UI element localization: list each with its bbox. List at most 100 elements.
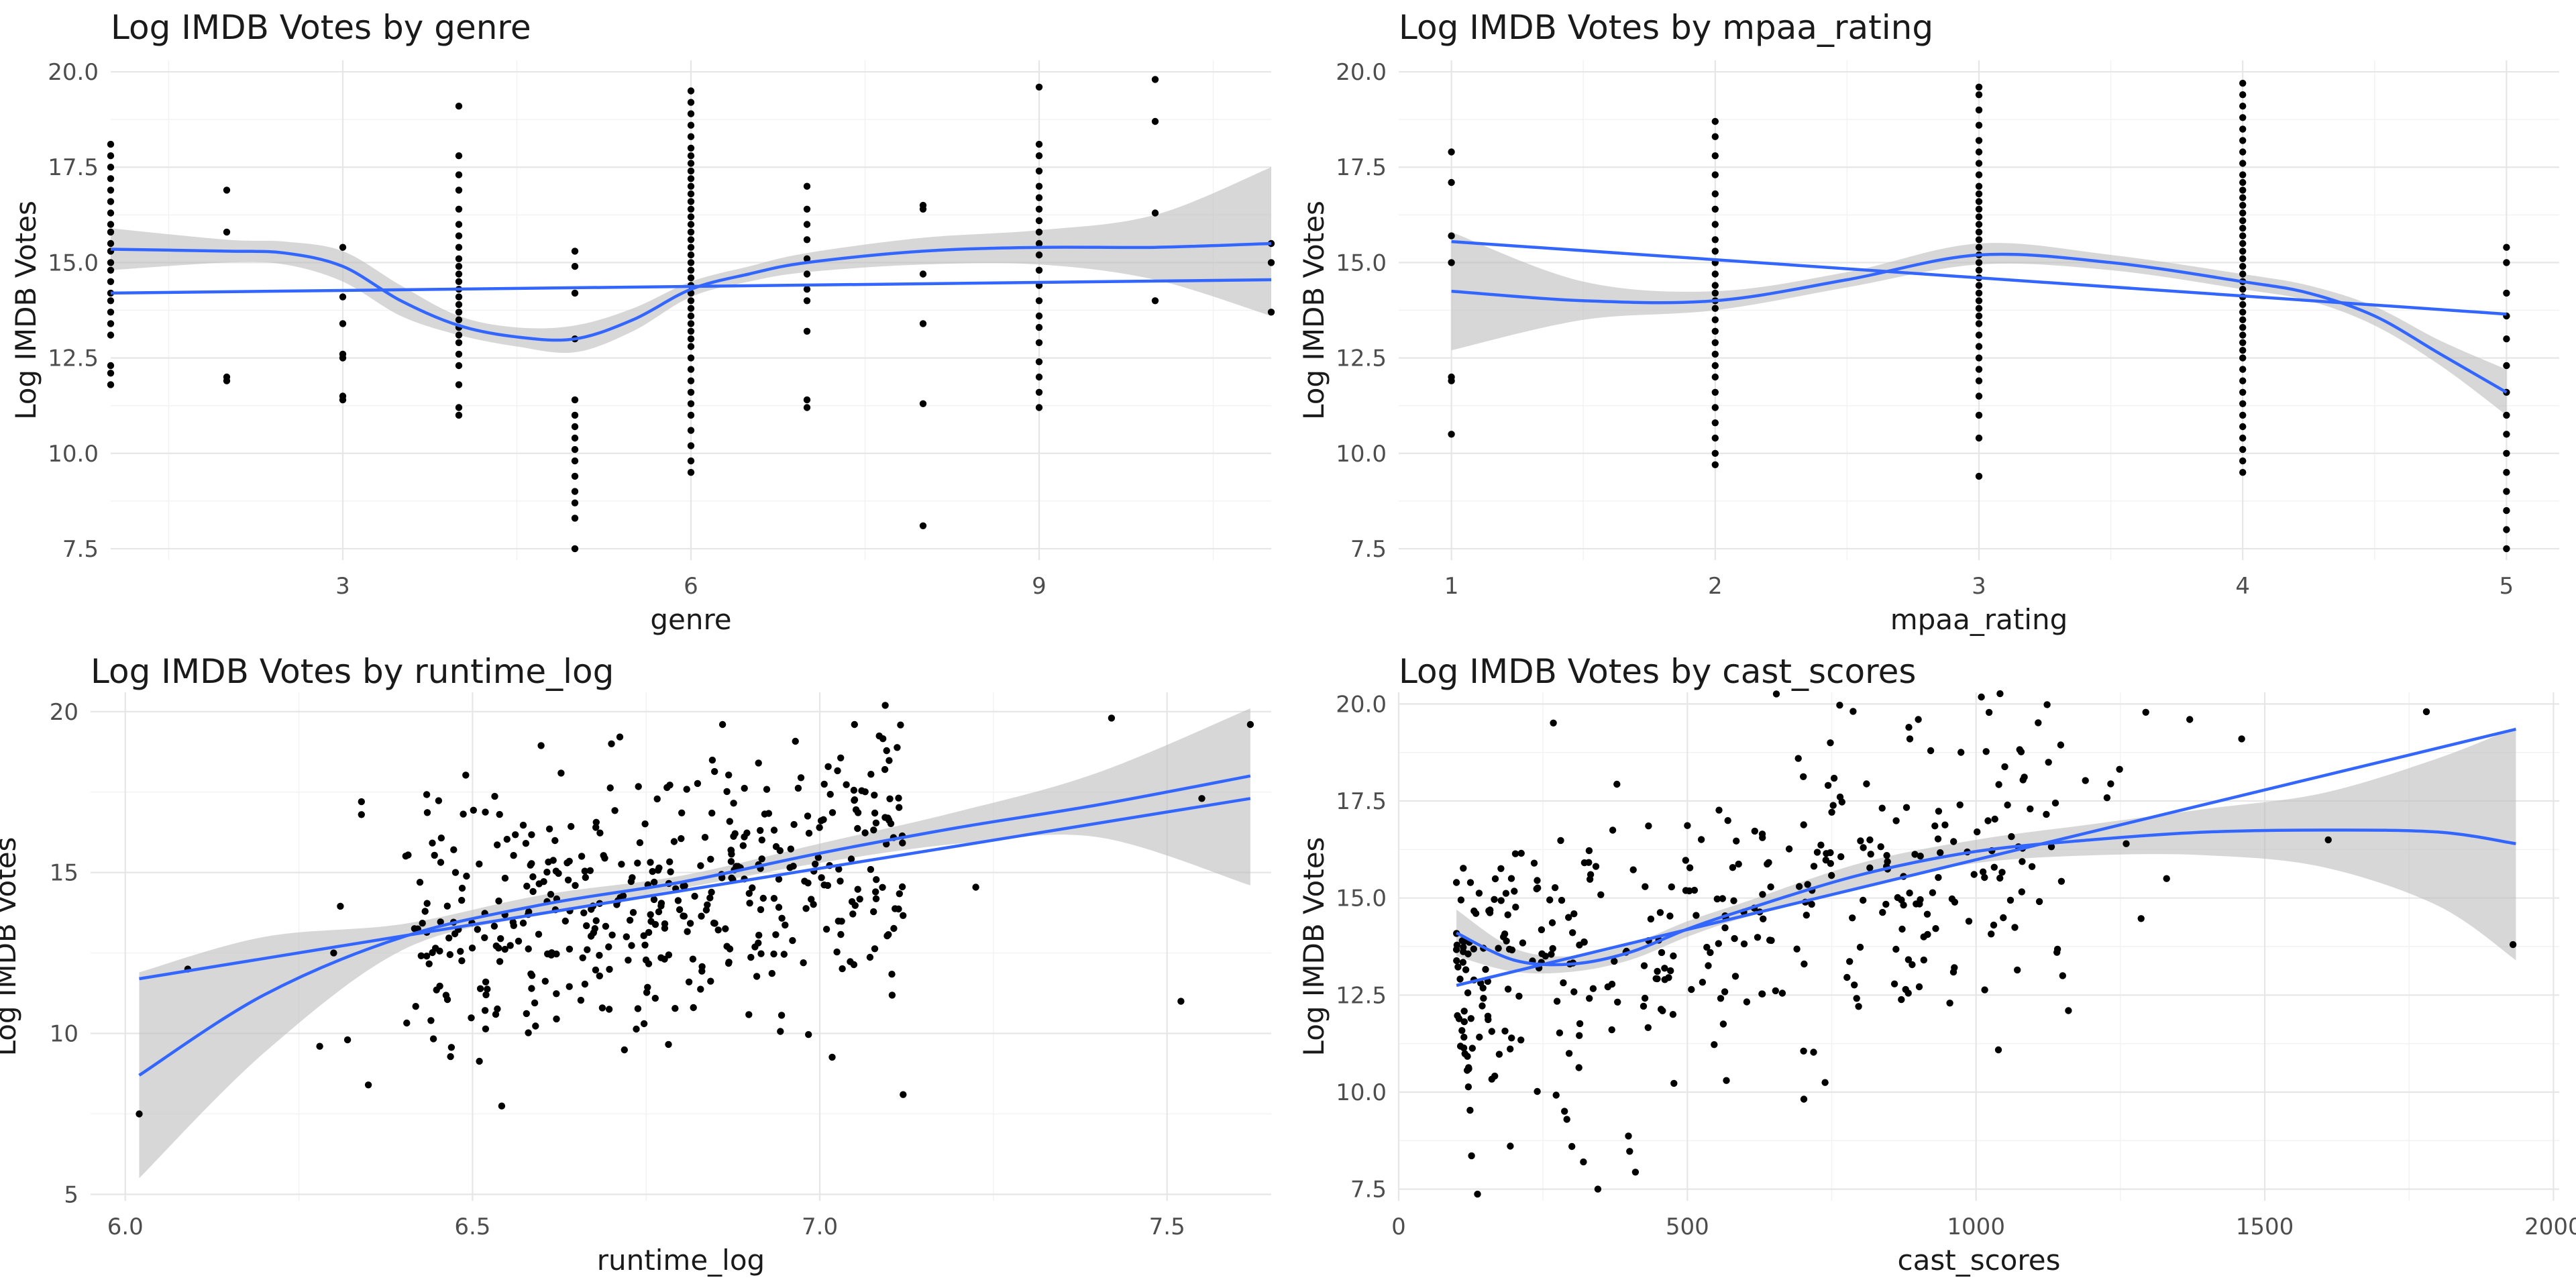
data-point [687, 366, 695, 373]
data-point [1979, 868, 1987, 875]
data-point [568, 822, 575, 830]
data-point [1654, 967, 1661, 975]
data-point [1975, 297, 1983, 305]
data-point [2045, 759, 2052, 766]
data-point [2239, 125, 2247, 133]
data-point [706, 894, 714, 902]
data-point [727, 858, 735, 865]
data-point [455, 301, 463, 309]
data-point [2422, 708, 2430, 716]
data-point [1507, 875, 1515, 882]
data-point [755, 759, 762, 767]
data-point [437, 859, 445, 866]
data-point [1474, 1190, 1481, 1198]
data-point [525, 908, 533, 916]
data-point [1267, 309, 1275, 316]
data-point [548, 949, 555, 957]
data-point [745, 890, 753, 898]
y-tick-label: 20 [50, 699, 78, 726]
data-point [1459, 959, 1467, 966]
data-point [687, 259, 695, 266]
data-point [746, 900, 753, 907]
data-point [592, 966, 600, 974]
data-point [476, 985, 484, 993]
x-axis-title: genre [650, 603, 731, 636]
data-point [566, 857, 573, 865]
data-point [665, 951, 673, 959]
data-point [2239, 186, 2247, 194]
data-point [2239, 225, 2247, 232]
data-point [547, 891, 555, 898]
data-point [782, 921, 789, 929]
data-point [687, 175, 695, 182]
data-point [529, 888, 537, 896]
data-point [482, 1025, 490, 1033]
data-point [808, 896, 815, 903]
data-point [343, 1036, 352, 1044]
data-point [919, 320, 927, 327]
data-point [1906, 735, 1914, 743]
data-point [803, 270, 811, 278]
data-point [1915, 716, 1922, 723]
data-point [1800, 1047, 1807, 1055]
data-point [519, 821, 527, 829]
data-point [618, 861, 625, 868]
data-point [1686, 887, 1693, 895]
y-tick-label: 5 [64, 1181, 78, 1208]
data-point [837, 930, 845, 938]
chart-title: Log IMDB Votes by mpaa_rating [1399, 8, 1933, 47]
data-points [1452, 690, 2517, 1198]
data-point [458, 896, 466, 904]
data-point [1759, 891, 1766, 898]
x-tick-label: 6.0 [107, 1214, 144, 1240]
data-point [596, 829, 604, 837]
y-tick-label: 15.0 [1336, 250, 1387, 276]
data-point [482, 978, 490, 986]
data-point [463, 872, 470, 880]
data-point [870, 826, 877, 834]
data-point [672, 1005, 679, 1012]
data-point [726, 818, 734, 825]
data-point [1975, 312, 1983, 320]
data-point [1905, 724, 1913, 731]
data-point [1917, 853, 1924, 860]
data-point [455, 362, 463, 370]
data-point [758, 855, 765, 863]
data-point [1629, 866, 1637, 873]
data-point [564, 876, 572, 884]
data-point [1476, 1033, 1483, 1041]
data-point [2239, 347, 2247, 354]
data-point [429, 839, 436, 847]
data-point [1843, 973, 1851, 981]
data-point [519, 919, 527, 927]
loess-confidence-band [1451, 231, 2507, 415]
data-point [107, 278, 115, 285]
data-point [743, 829, 751, 837]
data-point [879, 883, 886, 892]
data-point [458, 957, 466, 965]
data-point [455, 262, 463, 270]
data-point [1035, 404, 1043, 411]
data-point [1631, 1169, 1640, 1176]
data-point [886, 795, 894, 803]
linear-fit-line [1456, 727, 2516, 987]
data-point [223, 228, 231, 236]
data-point [710, 919, 718, 927]
data-point [2503, 545, 2510, 553]
data-point [1550, 719, 1557, 727]
data-point [765, 810, 773, 817]
x-tick-label: 9 [1032, 573, 1046, 600]
data-point [1491, 875, 1499, 883]
data-point [687, 213, 695, 221]
data-point [1920, 933, 1927, 941]
data-point [2239, 469, 2247, 476]
y-tick-label: 20.0 [1336, 59, 1387, 86]
data-point [2503, 488, 2510, 495]
data-point [1878, 804, 1886, 812]
data-point [687, 411, 695, 419]
data-point [553, 1015, 560, 1023]
data-point [2103, 794, 2111, 802]
data-point [2123, 840, 2130, 847]
data-point [1534, 1087, 1541, 1095]
data-point [455, 293, 463, 301]
